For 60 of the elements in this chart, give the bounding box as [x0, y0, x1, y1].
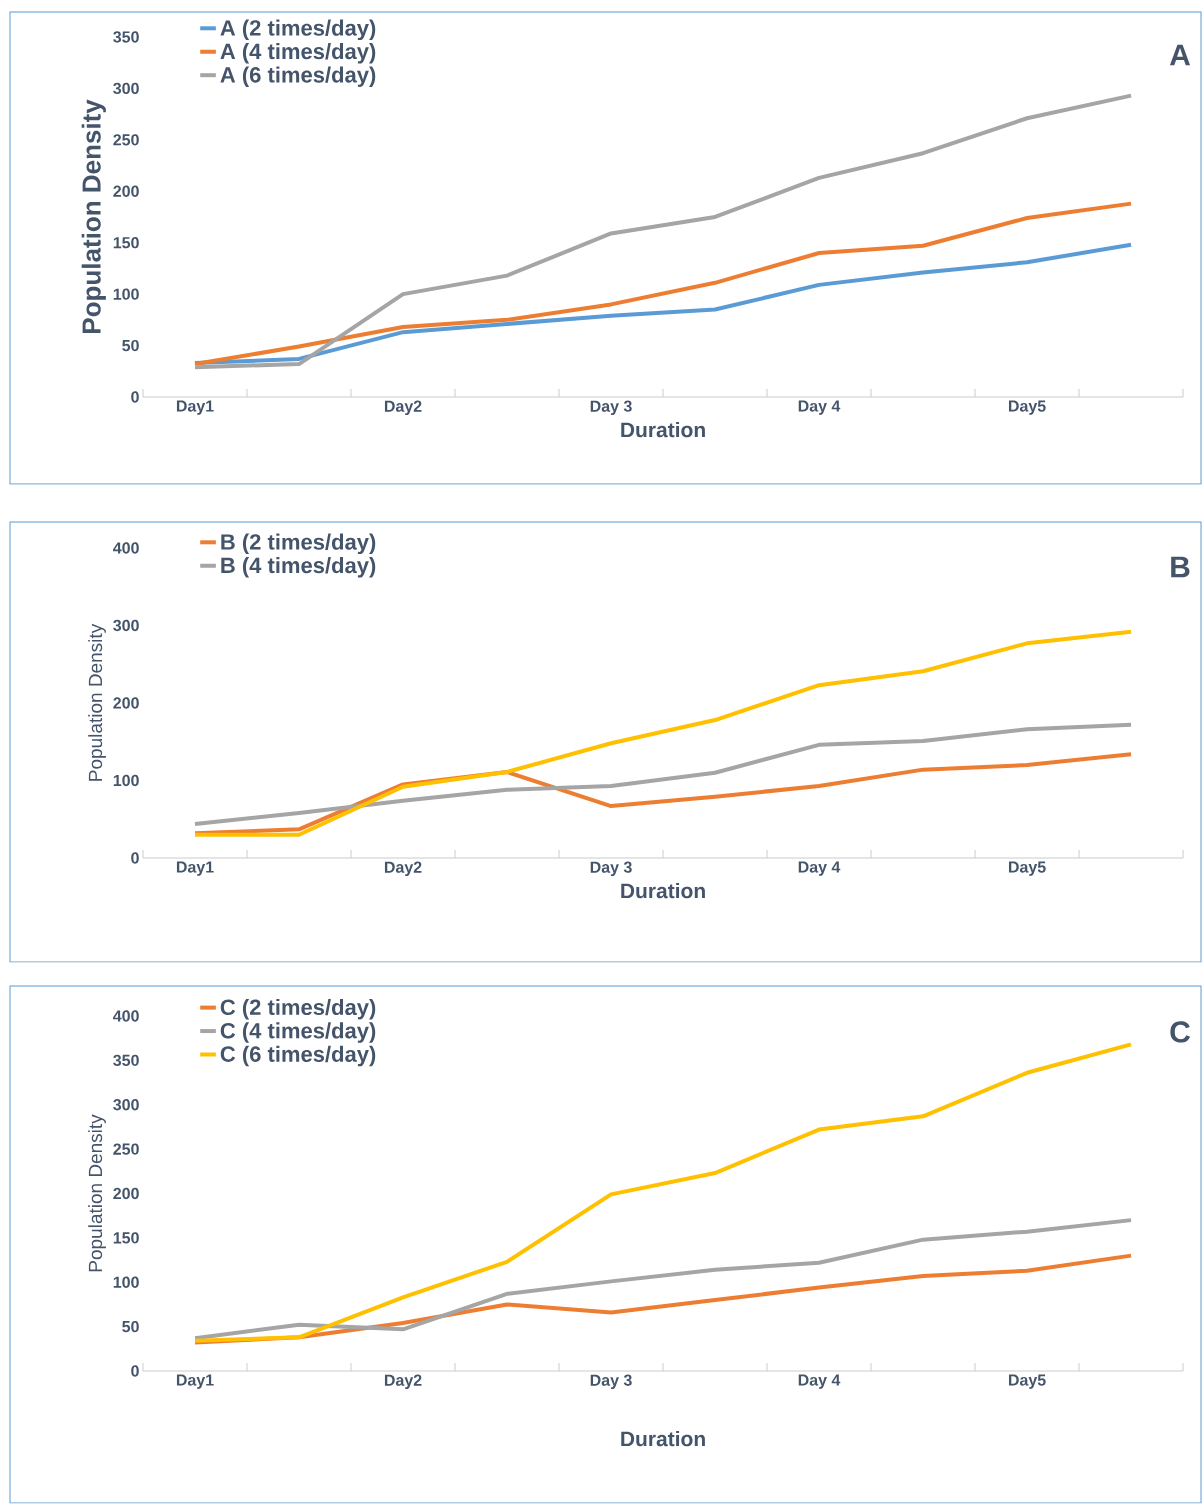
legend-label: A (4 times/day) — [220, 43, 376, 64]
x-tick-label: Day 3 — [590, 861, 632, 877]
y-tick-label: 200 — [113, 185, 139, 197]
y-tick-label: 350 — [113, 31, 139, 43]
legend-label: A (6 times/day) — [220, 66, 376, 87]
y-tick-label: 300 — [113, 82, 139, 95]
y-tick-label: 0 — [131, 391, 139, 403]
y-tick-label: 350 — [113, 1054, 139, 1067]
y-tick-label: 0 — [131, 852, 139, 864]
line-series — [193, 722, 1134, 826]
x-tick-label: Day 4 — [798, 1374, 841, 1389]
x-axis-title: Duration — [621, 421, 705, 438]
x-tick-label: Day 3 — [590, 400, 632, 416]
y-tick-label: 50 — [122, 1320, 139, 1333]
y-tick-label: 100 — [113, 1276, 139, 1288]
line-series — [193, 629, 1134, 837]
x-tick-label: Day 3 — [590, 1374, 632, 1390]
y-tick-label: 150 — [113, 237, 139, 249]
x-tick-label: Day5 — [1008, 1374, 1046, 1389]
legend-label: C (6 times/day) — [220, 1045, 376, 1067]
line-series — [193, 1042, 1134, 1343]
legend-label: B (4 times/day) — [221, 557, 376, 578]
y-tick-label: 150 — [113, 1232, 139, 1244]
y-tick-label: 100 — [113, 774, 139, 787]
y-tick-label: 250 — [113, 1143, 139, 1155]
y-tick-label: 250 — [113, 134, 139, 146]
legend-label: C (4 times/day) — [220, 1022, 376, 1043]
x-tick-label: Day1 — [176, 1374, 214, 1389]
annotation: B — [1171, 556, 1190, 578]
x-tick-label: Day1 — [176, 861, 214, 876]
x-tick-label: Day1 — [176, 400, 214, 415]
y-axis-title: Population Density — [88, 623, 106, 781]
y-tick-label: 300 — [113, 619, 139, 632]
y-axis-title: Population Density — [88, 1114, 106, 1272]
line-series — [193, 93, 1134, 370]
x-axis-title: Duration — [621, 882, 705, 899]
annotation: C — [1170, 1021, 1191, 1043]
annotation: A — [1169, 44, 1191, 66]
x-tick-label: Day2 — [384, 1374, 422, 1390]
y-tick-label: 400 — [113, 542, 139, 554]
x-tick-label: Day 4 — [798, 400, 841, 415]
y-tick-label: 400 — [113, 1010, 139, 1022]
y-tick-label: 50 — [122, 339, 139, 352]
y-tick-label: 200 — [113, 1187, 139, 1200]
legend-label: B (2 times/day) — [221, 533, 376, 555]
y-tick-label: 100 — [113, 288, 139, 300]
legend-label: A (2 times/day) — [220, 19, 376, 41]
y-tick-label: 0 — [131, 1365, 139, 1377]
y-tick-label: 200 — [113, 697, 139, 709]
y-axis-title: Population Density — [81, 99, 106, 333]
x-axis-title: Duration — [621, 1430, 705, 1447]
line-series — [193, 1218, 1134, 1341]
x-tick-label: Day5 — [1008, 861, 1046, 876]
x-tick-label: Day 4 — [798, 861, 841, 876]
x-tick-label: Day5 — [1008, 400, 1046, 415]
line-series — [193, 201, 1134, 367]
x-tick-label: Day2 — [384, 400, 422, 416]
y-tick-label: 300 — [113, 1099, 139, 1111]
legend-label: C (2 times/day) — [220, 998, 376, 1020]
x-tick-label: Day2 — [384, 861, 422, 877]
